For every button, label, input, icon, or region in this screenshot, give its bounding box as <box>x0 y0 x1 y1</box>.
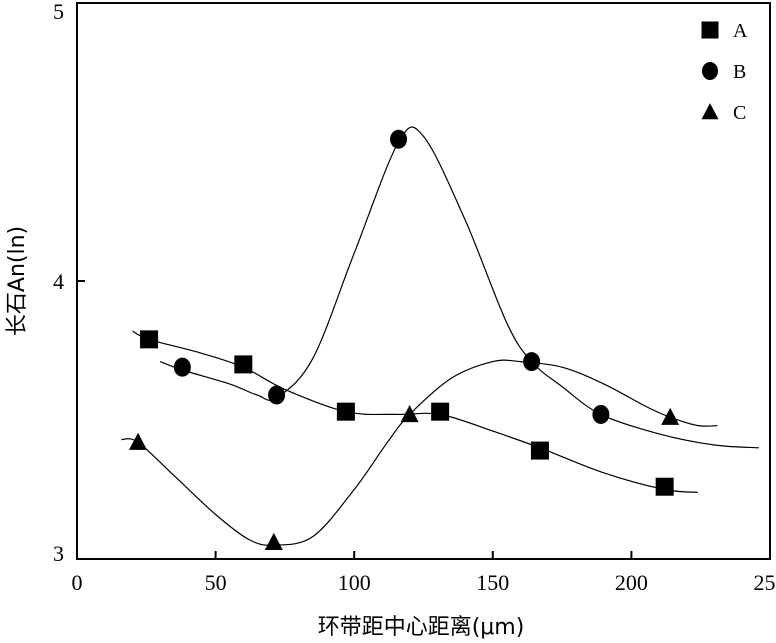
series-c-point <box>264 532 283 550</box>
series-markers <box>129 129 680 550</box>
series-c-point <box>661 407 680 425</box>
x-tick-label: 200 <box>615 570 648 595</box>
y-tick-label: 4 <box>53 269 64 294</box>
series-a-curve <box>132 330 698 493</box>
plot-frame <box>76 2 771 560</box>
series-c-point <box>129 432 147 450</box>
series-a-point <box>234 355 253 374</box>
x-tick-label: 0 <box>72 570 83 595</box>
legend-b-marker <box>702 62 718 80</box>
x-tick-label: 250 <box>754 570 776 595</box>
series-c-curve <box>121 359 718 546</box>
x-axis-title: 环带距中心距离(μm) <box>318 615 525 640</box>
x-tick-label: 150 <box>476 570 509 595</box>
y-axis-title: 长石An(ln) <box>5 226 30 336</box>
y-tick-label: 5 <box>53 0 64 24</box>
y-axis-ticks: 3 4 5 <box>53 0 85 566</box>
series-a-point <box>655 477 674 496</box>
series-b-point <box>390 129 408 149</box>
x-tick-label: 50 <box>205 570 227 595</box>
series-a-point <box>140 330 159 349</box>
x-tick-label: 100 <box>338 570 371 595</box>
legend: ABC <box>701 20 748 124</box>
series-b-point <box>592 404 610 424</box>
legend-c-marker <box>701 103 719 120</box>
series-b-point <box>523 352 541 372</box>
series-c-point <box>400 405 419 423</box>
series-a-point <box>530 441 549 460</box>
legend-a-label: A <box>733 20 748 42</box>
series-a-point <box>431 402 450 421</box>
x-axis-ticks: 0 50 100 150 200 250 <box>72 551 776 595</box>
series-b-curve <box>159 126 759 449</box>
legend-c-label: C <box>733 102 746 124</box>
y-tick-label: 3 <box>53 541 64 566</box>
series-b-point <box>173 357 191 377</box>
series-b-point <box>268 385 286 405</box>
legend-a-marker <box>701 21 719 39</box>
series-a-point <box>336 402 355 421</box>
legend-b-label: B <box>733 61 746 83</box>
